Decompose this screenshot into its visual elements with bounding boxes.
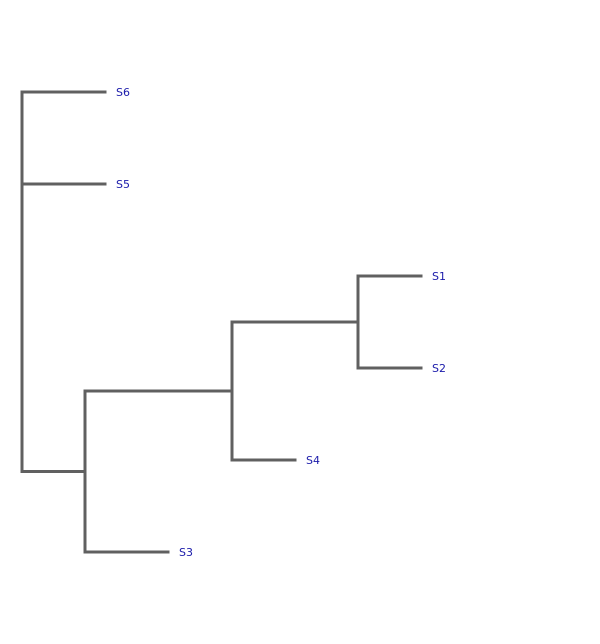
leaf-label-s5: S5: [116, 178, 130, 191]
leaf-label-s2: S2: [432, 362, 446, 375]
leaf-label-s6: S6: [116, 86, 130, 99]
leaf-label-s4: S4: [306, 454, 320, 467]
dendrogram-branches: [22, 92, 421, 552]
leaf-label-s1: S1: [432, 270, 446, 283]
leaf-label-s3: S3: [179, 546, 193, 559]
